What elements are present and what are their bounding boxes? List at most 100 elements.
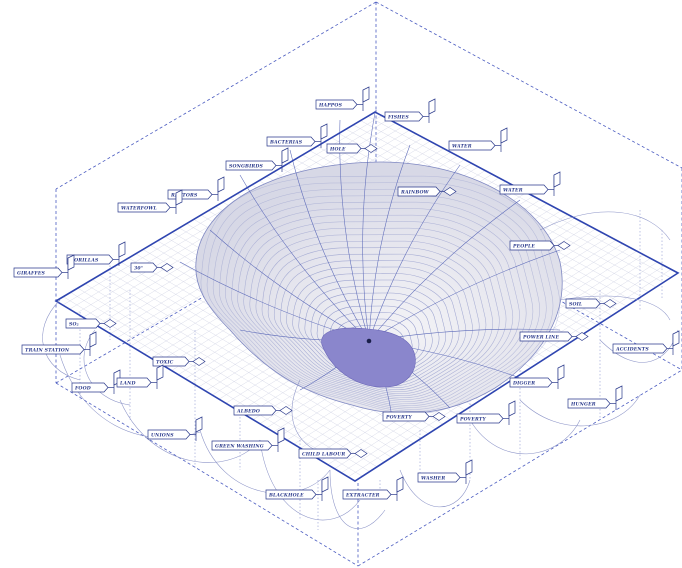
label-tag [266, 136, 316, 147]
label-tag [265, 489, 317, 500]
pit-water-pool [321, 327, 416, 388]
label-text: TOXIC [156, 359, 174, 365]
label-text: FISHES [387, 114, 409, 120]
flag-marker [500, 127, 508, 144]
label-text: WASHER [421, 475, 445, 481]
label-giraffes: GIRAFFES [13, 254, 75, 279]
flag-marker [195, 416, 203, 433]
label-tag [565, 298, 601, 309]
label-text: BACTERIAS [269, 139, 303, 145]
label-text: GORILLAS [70, 257, 99, 263]
label-tag [71, 382, 109, 393]
diamond-marker [603, 299, 617, 308]
label-tag [342, 489, 392, 500]
label-tag [326, 143, 362, 154]
flag-marker [156, 364, 164, 381]
label-text: EXTRACTER [345, 492, 380, 498]
flag-marker [428, 98, 436, 115]
label-tag [147, 429, 191, 440]
label-tag [233, 405, 277, 416]
label-bacterias: BACTERIAS [266, 123, 328, 148]
label-tag [519, 331, 573, 342]
label-tag [21, 344, 85, 355]
flag-marker [320, 123, 328, 140]
flag-marker [362, 86, 370, 103]
label-tag [152, 356, 190, 367]
label-tag [499, 184, 549, 195]
label-tag [417, 472, 461, 483]
label-land: LAND [116, 364, 164, 389]
label-tag [298, 448, 352, 459]
label-text: RAINBOW [400, 189, 430, 195]
label-text: FOOD [74, 385, 91, 391]
diamond-marker [160, 263, 174, 272]
flag-marker [217, 176, 225, 193]
label-so2: SO₂ [65, 318, 117, 329]
label-toxic: TOXIC [152, 356, 206, 367]
flag-marker [281, 147, 289, 164]
flag-marker [396, 476, 404, 493]
label-rainbow: RAINBOW [397, 186, 457, 197]
label-train-station: TRAIN STATION [21, 331, 97, 356]
label-text: 30° [134, 265, 143, 271]
label-text: ACCIDENTS [615, 346, 649, 352]
label-text: DIGGER [512, 380, 535, 386]
flag-marker [175, 189, 183, 206]
label-extracter: EXTRACTER [342, 476, 404, 501]
diamond-marker [103, 319, 117, 328]
label-green-washing: GREEN WASHING [211, 427, 285, 452]
label-text: WATERFOWL [121, 205, 157, 211]
label-text: CHILD LABOUR [302, 451, 345, 457]
label-text: HAPPOS [318, 102, 343, 108]
label-text: TRAIN STATION [25, 347, 70, 353]
label-tag [117, 202, 171, 213]
label-text: SO₂ [69, 321, 79, 327]
label-tag [211, 440, 273, 451]
label-text: UNIONS [151, 432, 174, 438]
flag-marker [465, 459, 473, 476]
diamond-marker [443, 187, 457, 196]
label-albedo: ALBEDO [233, 405, 293, 416]
label-power-line: POWER LINE [519, 331, 589, 342]
label-text: RAPTORS [170, 192, 198, 198]
label-tag [116, 377, 152, 388]
flag-marker [672, 330, 680, 347]
label-washer: WASHER [417, 459, 473, 484]
flag-marker [508, 400, 516, 417]
label-waterfowl: WATERFOWL [117, 189, 183, 214]
label-food: FOOD [71, 369, 121, 394]
label-text: POVERTY [385, 414, 412, 420]
label-tag [13, 267, 63, 278]
label-text: BLACKHOLE [268, 492, 304, 498]
label-water-right: WATER [499, 171, 561, 196]
label-text: HOLE [329, 146, 346, 152]
label-text: GIRAFFES [17, 270, 46, 276]
label-text: POVERTY [459, 416, 486, 422]
label-happos: HAPPOS [315, 86, 370, 111]
label-soil: SOIL [565, 298, 617, 309]
label-tag [65, 318, 101, 329]
diamond-marker [192, 357, 206, 366]
labels-layer: HAPPOS FISHES BACTERIAS HOLE WATER SONGBIRDS R… [13, 86, 680, 501]
label-digger: DIGGER [509, 364, 565, 389]
label-accidents: ACCIDENTS [612, 330, 680, 355]
label-text: GREEN WASHING [215, 443, 264, 449]
flag-marker [67, 254, 75, 271]
label-text: SOIL [569, 301, 582, 307]
diamond-marker [432, 412, 446, 421]
flag-marker [277, 427, 285, 444]
mine-pit [179, 112, 563, 419]
label-tag [384, 111, 424, 122]
label-poverty-1: POVERTY [382, 411, 446, 422]
label-tag [456, 413, 504, 424]
label-fishes: FISHES [384, 98, 436, 123]
label-tag [315, 99, 358, 110]
flag-marker [89, 331, 97, 348]
label-text: ALBEDO [236, 408, 260, 414]
diamond-marker [364, 144, 378, 153]
label-text: LAND [119, 380, 136, 386]
label-text: SONGBIRDS [229, 163, 263, 169]
label-songbirds: SONGBIRDS [225, 147, 289, 172]
